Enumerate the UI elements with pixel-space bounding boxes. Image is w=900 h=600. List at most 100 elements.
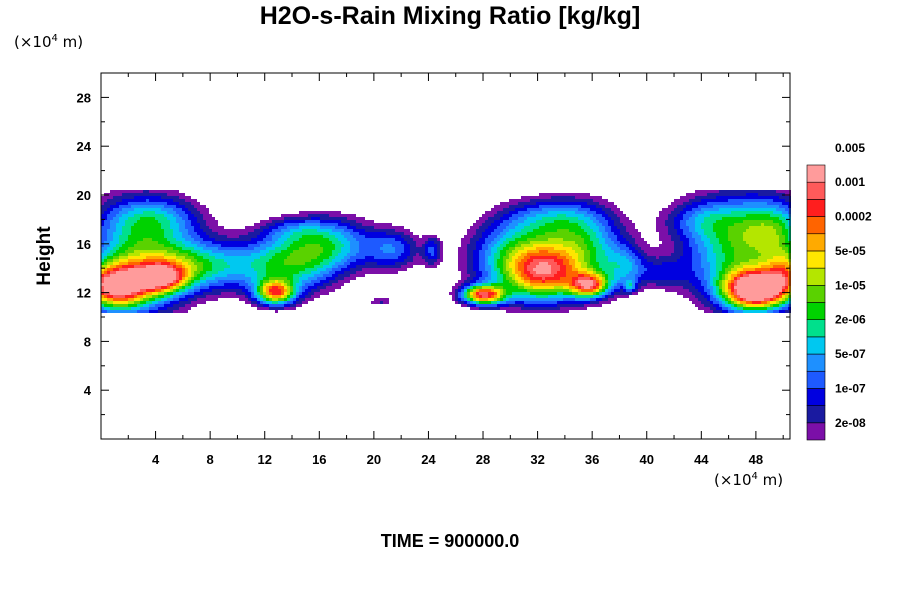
- field-cell: [686, 241, 689, 244]
- field-cell: [368, 265, 371, 268]
- field-cell: [509, 220, 512, 223]
- field-cell: [509, 199, 512, 202]
- field-cell: [584, 214, 587, 217]
- field-cell: [770, 211, 773, 214]
- y-unit-suffix: m): [57, 33, 84, 51]
- field-cell: [758, 256, 761, 259]
- field-cell: [413, 241, 416, 244]
- field-cell: [131, 202, 134, 205]
- field-cell: [239, 259, 242, 262]
- field-cell: [737, 199, 740, 202]
- field-cell: [281, 262, 284, 265]
- field-cell: [533, 223, 536, 226]
- field-cell: [566, 217, 569, 220]
- field-cell: [227, 268, 230, 271]
- field-cell: [620, 217, 623, 220]
- field-cell: [707, 262, 710, 265]
- field-cell: [536, 217, 539, 220]
- field-cell: [770, 268, 773, 271]
- field-cell: [596, 202, 599, 205]
- field-cell: [413, 244, 416, 247]
- field-cell: [200, 232, 203, 235]
- field-cell: [662, 238, 665, 241]
- field-cell: [647, 265, 650, 268]
- field-cell: [641, 268, 644, 271]
- field-cell: [674, 214, 677, 217]
- field-cell: [767, 262, 770, 265]
- field-cell: [674, 271, 677, 274]
- field-cell: [722, 229, 725, 232]
- field-cell: [182, 265, 185, 268]
- field-cell: [776, 202, 779, 205]
- field-cell: [503, 262, 506, 265]
- field-cell: [326, 259, 329, 262]
- field-cell: [590, 229, 593, 232]
- field-cell: [167, 208, 170, 211]
- field-cell: [767, 247, 770, 250]
- field-cell: [437, 262, 440, 265]
- field-cell: [266, 244, 269, 247]
- field-cell: [161, 196, 164, 199]
- field-cell: [308, 256, 311, 259]
- field-cell: [782, 190, 785, 193]
- field-cell: [593, 205, 596, 208]
- field-cell: [122, 217, 125, 220]
- field-cell: [722, 196, 725, 199]
- field-cell: [176, 268, 179, 271]
- field-cell: [275, 247, 278, 250]
- field-cell: [308, 268, 311, 271]
- field-cell: [104, 229, 107, 232]
- field-cell: [482, 238, 485, 241]
- field-cell: [482, 247, 485, 250]
- field-cell: [320, 268, 323, 271]
- field-cell: [551, 211, 554, 214]
- field-cell: [773, 190, 776, 193]
- field-cell: [344, 214, 347, 217]
- field-cell: [590, 244, 593, 247]
- field-cell: [101, 235, 104, 238]
- field-cell: [152, 262, 155, 265]
- field-cell: [701, 211, 704, 214]
- field-cell: [725, 235, 728, 238]
- field-cell: [422, 262, 425, 265]
- field-cell: [425, 244, 428, 247]
- field-cell: [668, 265, 671, 268]
- field-cell: [410, 265, 413, 268]
- field-cell: [521, 262, 524, 265]
- field-cell: [290, 247, 293, 250]
- field-cell: [248, 253, 251, 256]
- field-cell: [458, 265, 461, 268]
- field-cell: [518, 229, 521, 232]
- field-cell: [287, 256, 290, 259]
- field-cell: [575, 193, 578, 196]
- field-cell: [617, 208, 620, 211]
- field-cell: [674, 262, 677, 265]
- field-cell: [725, 205, 728, 208]
- field-cell: [257, 241, 260, 244]
- field-cell: [164, 253, 167, 256]
- field-cell: [128, 202, 131, 205]
- field-cell: [485, 229, 488, 232]
- field-cell: [122, 247, 125, 250]
- field-cell: [410, 241, 413, 244]
- field-cell: [491, 256, 494, 259]
- field-cell: [554, 259, 557, 262]
- field-cell: [329, 250, 332, 253]
- field-cell: [548, 259, 551, 262]
- field-cell: [305, 256, 308, 259]
- field-cell: [632, 223, 635, 226]
- field-cell: [350, 223, 353, 226]
- field-cell: [620, 247, 623, 250]
- field-cell: [149, 271, 152, 274]
- field-cell: [110, 232, 113, 235]
- field-cell: [437, 259, 440, 262]
- field-cell: [617, 226, 620, 229]
- field-cell: [719, 223, 722, 226]
- field-cell: [254, 259, 257, 262]
- field-cell: [194, 211, 197, 214]
- field-cell: [560, 217, 563, 220]
- field-cell: [278, 241, 281, 244]
- field-cell: [131, 229, 134, 232]
- field-cell: [275, 217, 278, 220]
- field-cell: [167, 211, 170, 214]
